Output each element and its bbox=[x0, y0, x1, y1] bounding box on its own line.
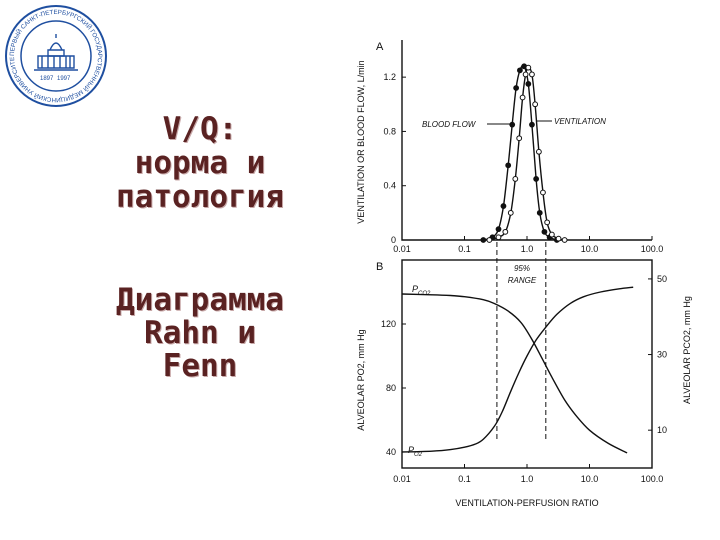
b-ytick-left-label: 40 bbox=[386, 447, 396, 457]
a-point-open bbox=[561, 237, 568, 243]
title-line: норма и bbox=[134, 145, 266, 181]
a-ytick-label: 1.2 bbox=[383, 72, 396, 82]
subtitle-line: Диаграмма bbox=[116, 282, 284, 318]
a-point-filled bbox=[509, 121, 516, 128]
a-point-open bbox=[516, 135, 523, 142]
a-point-open bbox=[532, 101, 539, 108]
panel-a-yticks: 0 0.4 0.8 1.2 bbox=[383, 72, 406, 245]
panel-b-xticks: 0.01 0.1 1.0 10.0 100.0 bbox=[393, 464, 663, 484]
logo-year-start: 1897 bbox=[40, 76, 54, 82]
a-xtick-label: 1.0 bbox=[521, 244, 534, 254]
panel-b-frame bbox=[401, 259, 653, 469]
slide-title: V/Q: норма и патология bbox=[60, 112, 340, 214]
annotation-95-percent: 95% bbox=[514, 264, 530, 273]
subtitle-line: Rahn и bbox=[144, 315, 256, 351]
b-ytick-left-label: 80 bbox=[386, 383, 396, 393]
panel-b-range-lines bbox=[496, 242, 547, 442]
panel-a: A VENTILATION OR BLOOD FLOW, L/min 0.01 0… bbox=[356, 40, 663, 285]
panel-b-ylabel-right: ALVEOLAR PCO2, mm Hg bbox=[682, 296, 692, 404]
panel-b-label: B bbox=[376, 261, 383, 273]
a-xtick-label: 0.1 bbox=[458, 244, 471, 254]
a-series-line-open bbox=[489, 66, 565, 241]
b-xtick-label: 100.0 bbox=[641, 474, 664, 484]
b-curve-left bbox=[401, 286, 634, 453]
a-point-filled bbox=[533, 176, 540, 182]
a-point-filled bbox=[517, 67, 523, 74]
a-point-open bbox=[512, 176, 519, 182]
vq-figure: A VENTILATION OR BLOOD FLOW, L/min 0.01 0… bbox=[356, 40, 692, 508]
panel-a-ylabel: VENTILATION OR BLOOD FLOW, L/min bbox=[356, 60, 366, 223]
a-point-open bbox=[522, 71, 529, 78]
a-point-open bbox=[502, 228, 509, 235]
panel-a-label: A bbox=[376, 41, 384, 53]
a-point-open bbox=[555, 235, 562, 242]
po2-curve-label: PO2 bbox=[408, 445, 423, 458]
a-xtick-label: 10.0 bbox=[581, 244, 599, 254]
a-point-filled bbox=[480, 237, 487, 243]
a-ytick-label: 0.4 bbox=[383, 181, 396, 191]
building-icon bbox=[34, 34, 78, 71]
a-point-filled bbox=[513, 85, 520, 91]
a-point-open bbox=[540, 189, 546, 196]
b-xtick-label: 10.0 bbox=[581, 474, 599, 484]
a-point-open bbox=[525, 64, 532, 71]
a-point-filled bbox=[525, 81, 532, 87]
a-xtick-label: 100.0 bbox=[641, 244, 664, 254]
a-point-filled bbox=[541, 228, 548, 235]
a-point-filled bbox=[500, 203, 507, 209]
title-line: V/Q: bbox=[162, 111, 238, 147]
panel-b-yticks-right: 10 30 50 bbox=[648, 274, 667, 435]
b-ytick-right-label: 30 bbox=[657, 350, 667, 360]
logo-year-end: 1997 bbox=[57, 76, 71, 82]
a-ytick-label: 0.8 bbox=[383, 126, 396, 136]
a-point-filled bbox=[505, 162, 512, 169]
a-point-open bbox=[507, 209, 514, 216]
a-point-open bbox=[495, 234, 502, 241]
annotation-range: RANGE bbox=[508, 276, 537, 285]
panel-b-ylabel-left: ALVEOLAR PO2, mm Hg bbox=[356, 329, 366, 430]
pco2-curve-label: PCO2 bbox=[412, 284, 431, 297]
a-point-open bbox=[535, 148, 542, 155]
a-xtick-label: 0.01 bbox=[393, 244, 411, 254]
slide-subtitle: Диаграмма Rahn и Fenn bbox=[60, 284, 340, 383]
a-point-open bbox=[529, 71, 535, 78]
panel-b: B ALVEOLAR PO2, mm Hg ALVEOLAR PCO2, mm … bbox=[356, 242, 692, 508]
title-line: патология bbox=[116, 179, 284, 215]
a-point-open bbox=[544, 219, 551, 226]
subtitle-line: Fenn bbox=[162, 348, 238, 384]
a-point-open bbox=[486, 237, 493, 243]
a-ytick-label: 0 bbox=[391, 235, 396, 245]
b-xtick-label: 0.01 bbox=[393, 474, 411, 484]
a-point-open bbox=[548, 231, 555, 238]
a-point-open bbox=[519, 94, 526, 101]
annotation-blood-flow: BLOOD FLOW bbox=[422, 120, 477, 129]
annotation-ventilation: VENTILATION bbox=[554, 117, 606, 126]
a-point-filled bbox=[529, 121, 535, 128]
panel-b-series bbox=[401, 286, 634, 454]
a-point-filled bbox=[536, 209, 543, 216]
b-ytick-right-label: 50 bbox=[657, 274, 667, 284]
a-point-filled bbox=[495, 226, 502, 233]
b-curve-right bbox=[401, 293, 628, 454]
university-seal-logo: ПЕРВЫЙ САНКТ-ПЕТЕРБУРГСКИЙ ГОСУДАРСТВЕНН… bbox=[4, 4, 107, 107]
b-ytick-right-label: 10 bbox=[657, 425, 667, 435]
b-xtick-label: 1.0 bbox=[521, 474, 534, 484]
panel-b-xlabel: VENTILATION-PERFUSION RATIO bbox=[455, 498, 598, 508]
b-ytick-left-label: 120 bbox=[381, 319, 396, 329]
panel-a-series bbox=[480, 63, 568, 243]
panel-a-xticks: 0.01 0.1 1.0 10.0 100.0 bbox=[393, 236, 663, 254]
b-xtick-label: 0.1 bbox=[458, 474, 471, 484]
